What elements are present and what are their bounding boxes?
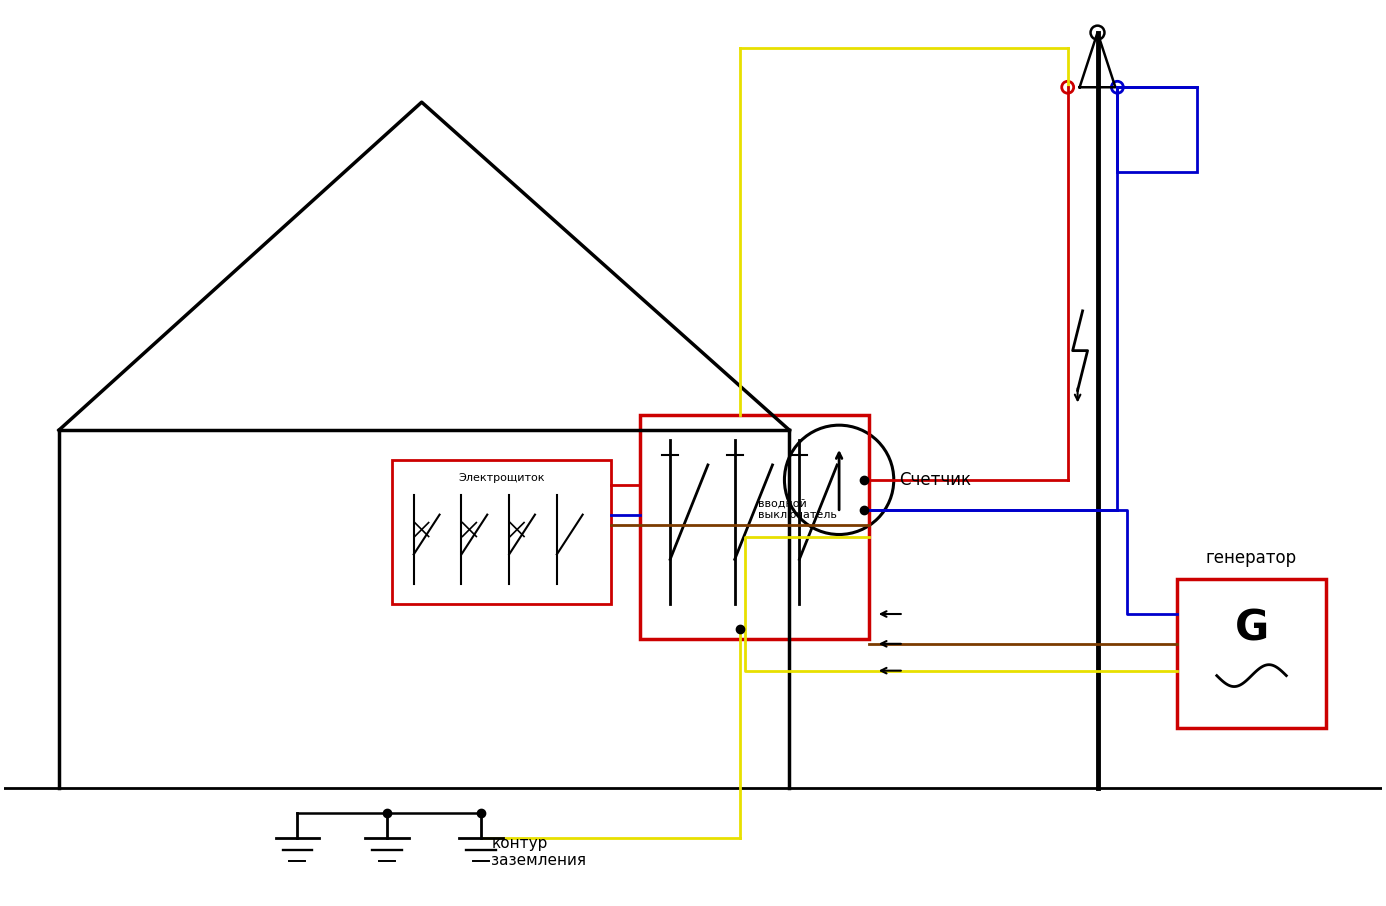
Circle shape [1062,82,1074,93]
Text: вводной
выключатель: вводной выключатель [758,499,837,520]
Text: генератор: генератор [1206,549,1297,567]
Bar [1117,87,1198,172]
Bar [640,415,869,639]
Text: Электрощиток: Электрощиток [457,473,545,483]
Bar [392,460,610,604]
Bar [1177,579,1326,728]
Text: G: G [1235,608,1268,650]
Circle shape [1112,82,1123,93]
Text: Счетчик: Счетчик [898,471,970,489]
Text: контур
заземления: контур заземления [491,835,586,868]
